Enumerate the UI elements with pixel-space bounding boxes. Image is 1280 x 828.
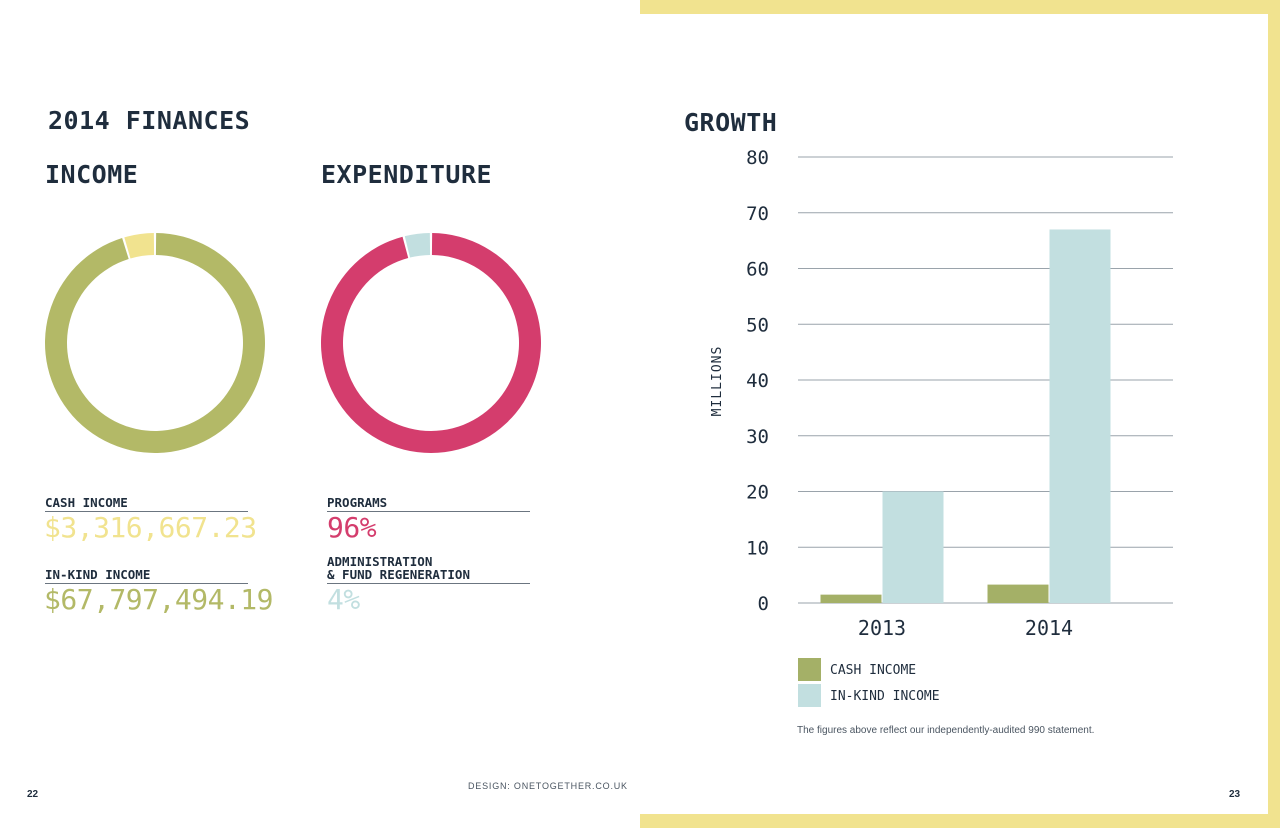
inkind-income-label: IN-KIND INCOME (45, 568, 248, 584)
inkind-income-value: $67,797,494.19 (44, 583, 274, 616)
income-donut-chart (45, 233, 265, 453)
admin-label-line2: & FUND REGENERATION (327, 567, 470, 582)
left-page: 2014 FINANCES INCOME EXPENDITURE CASH IN… (27, 106, 628, 800)
cash-income-label: CASH INCOME (45, 496, 248, 512)
y-tick-label: 70 (746, 203, 769, 225)
cash-income-value: $3,316,667.23 (44, 511, 257, 544)
y-axis-label: MILLIONS (710, 346, 725, 417)
y-tick-label: 60 (746, 259, 769, 281)
growth-bar-chart: 0 10 20 30 40 50 60 70 80 MILLIONS 2013 2014 CASH IN… (710, 147, 1173, 707)
bar-in-kind-income-2014 (1049, 229, 1111, 603)
growth-title: GROWTH (684, 108, 778, 137)
bar-cash-income-2014 (987, 584, 1049, 603)
y-tick-label: 0 (758, 593, 769, 615)
expenditure-heading: EXPENDITURE (321, 160, 493, 189)
y-tick-label: 20 (746, 482, 769, 504)
donut-slice-in-kind-income (45, 233, 265, 453)
admin-label: ADMINISTRATION & FUND REGENERATION (327, 555, 530, 584)
page-number-left: 22 (27, 789, 39, 800)
bar-in-kind-income-2013 (882, 491, 944, 603)
admin-value: 4% (327, 583, 360, 616)
legend-swatch (798, 684, 821, 707)
right-page-panel: GROWTH 0 10 20 30 40 50 60 70 80 MILLIONS 2013 2014… (640, 14, 1268, 814)
legend-swatch (798, 658, 821, 681)
design-credit: DESIGN: ONETOGETHER.CO.UK (468, 781, 628, 791)
admin-label-line1: ADMINISTRATION (327, 554, 433, 569)
x-tick-label: 2014 (1025, 616, 1073, 640)
page-title: 2014 FINANCES (48, 106, 251, 135)
x-tick-label: 2013 (858, 616, 906, 640)
legend-label: CASH INCOME (830, 663, 916, 678)
y-tick-label: 50 (746, 314, 769, 336)
programs-label: PROGRAMS (327, 496, 530, 512)
y-tick-label: 80 (746, 147, 769, 169)
legend-label: IN-KIND INCOME (830, 689, 940, 704)
donut-slice-programs (321, 233, 541, 453)
page-number-right: 23 (1229, 789, 1241, 800)
chart-footnote: The figures above reflect our independen… (797, 725, 1095, 736)
donut-slice-cash-income (124, 233, 155, 259)
y-tick-label: 40 (746, 370, 769, 392)
expenditure-donut-chart (321, 233, 541, 453)
income-heading: INCOME (45, 160, 139, 189)
right-page: GROWTH 0 10 20 30 40 50 60 70 80 MILLIONS 2013 2014… (640, 0, 1280, 828)
y-tick-label: 10 (746, 537, 769, 559)
bar-cash-income-2013 (820, 594, 882, 603)
programs-value: 96% (327, 511, 377, 544)
donut-slice-administration-fund-regeneration (404, 233, 431, 258)
y-tick-label: 30 (746, 426, 769, 448)
